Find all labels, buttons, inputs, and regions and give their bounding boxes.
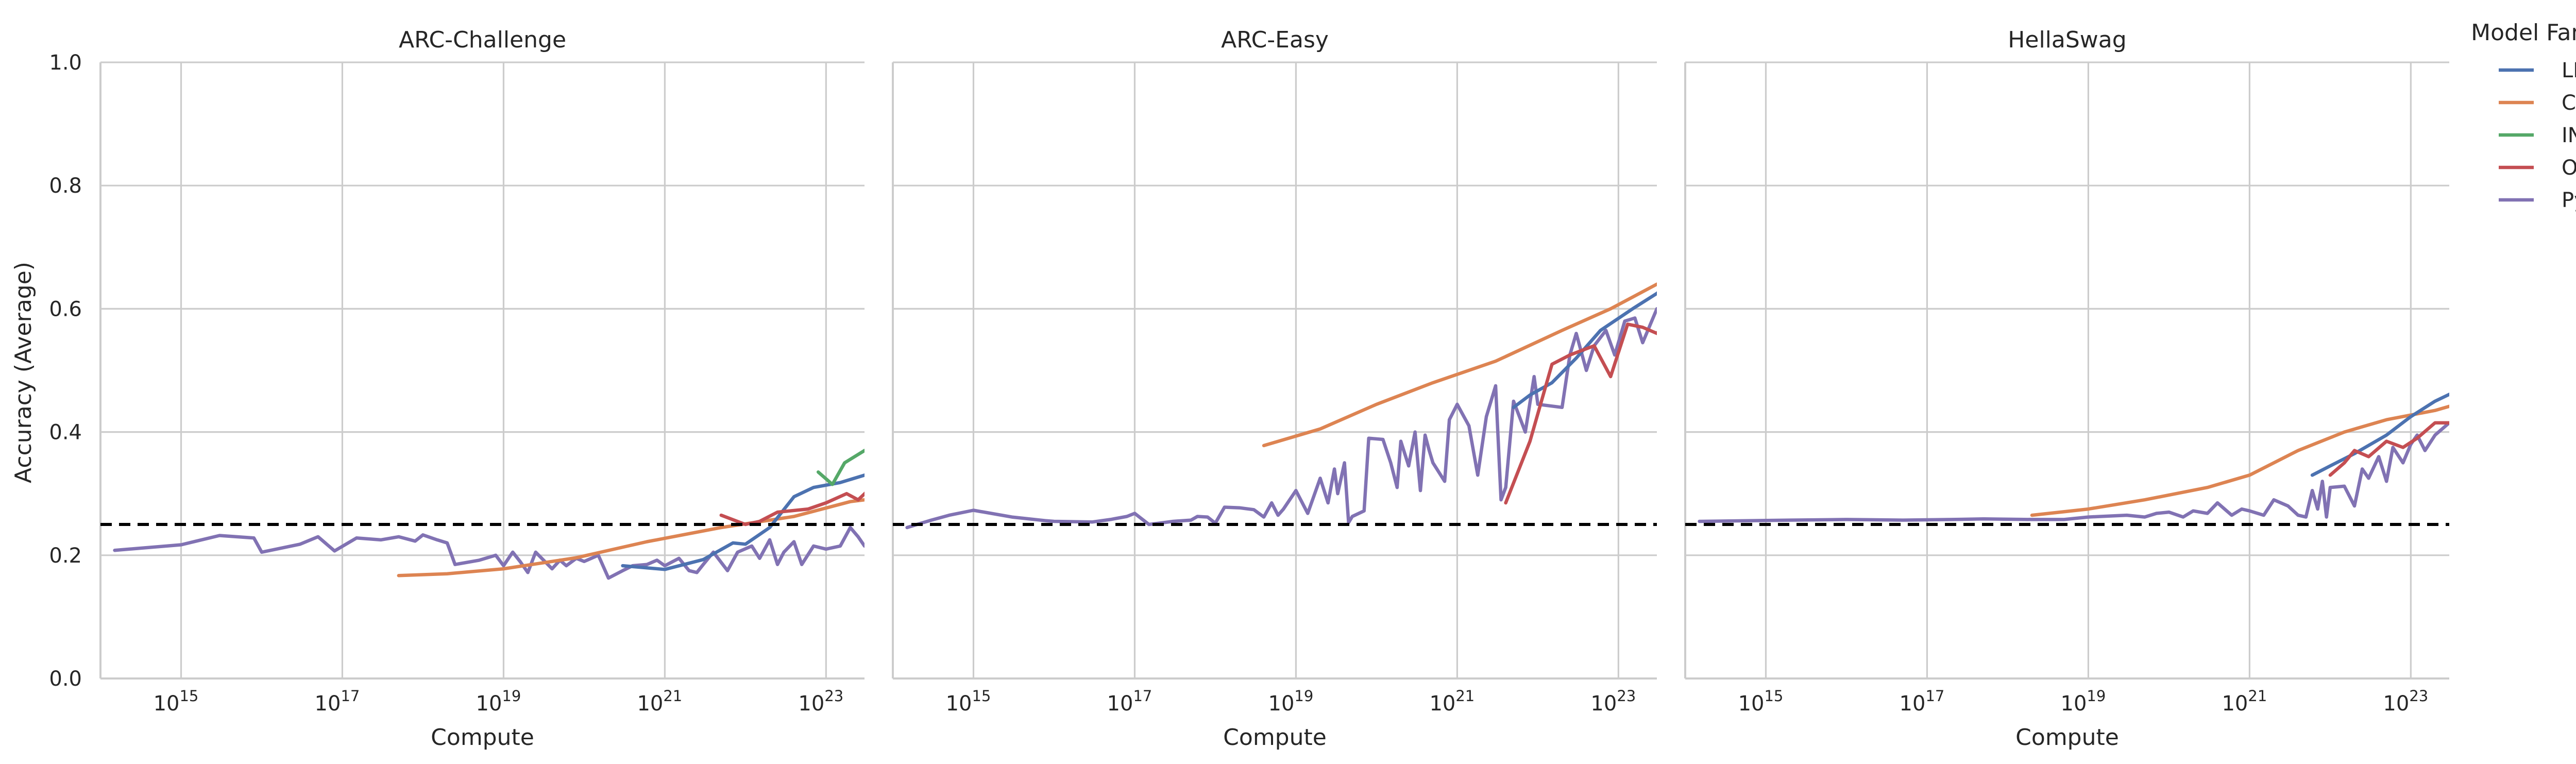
series-line-olmo <box>719 491 865 527</box>
panel-hellaswag: 1015 1017 1019 1021 1023 HellaSwag Compute <box>1684 27 2572 751</box>
panel-arc-challenge: 0.0 0.2 0.4 0.6 0.8 1.0 1015 1017 1019 1021 1023 AR… <box>49 27 865 751</box>
x-tick-label: 1021 <box>1429 687 1475 716</box>
x-axis-title: Compute <box>1223 724 1327 751</box>
series-line-cerebras <box>397 498 865 578</box>
y-tick-label: 0.4 <box>49 421 82 445</box>
panel-title: ARC-Easy <box>1221 27 1329 53</box>
y-tick-label: 0.0 <box>49 667 82 691</box>
x-axis-title: Compute <box>431 724 534 751</box>
legend-item-pythia: Pythia <box>2499 189 2576 212</box>
legend-item-llm360: LLM360 <box>2499 59 2576 82</box>
series-group <box>113 449 865 580</box>
legend-items: LLM360 Cerebras INCITE OLMo Pythia <box>2499 59 2576 212</box>
legend-label: LLM360 <box>2562 59 2576 82</box>
x-tick-label: 1023 <box>1590 687 1636 716</box>
x-axis-title: Compute <box>2015 724 2119 751</box>
x-tick-label: 1023 <box>2383 687 2428 716</box>
series-line-pythia <box>905 307 1657 530</box>
legend-label: Cerebras <box>2562 91 2576 115</box>
legend-item-cerebras: Cerebras <box>2499 91 2576 115</box>
x-tick-label: 1017 <box>1900 687 1945 716</box>
y-tick-label: 0.8 <box>49 174 82 198</box>
legend-label: OLMo <box>2562 156 2576 180</box>
x-tick-label: 1021 <box>637 687 682 716</box>
series-line-llm360 <box>1512 291 1657 410</box>
legend: Model Family LLM360 Cerebras INCITE OLMo Pyt… <box>2471 20 2576 212</box>
legend-label: INCITE <box>2562 124 2576 147</box>
x-tick-label: 1015 <box>946 687 991 716</box>
series-group <box>905 232 1761 530</box>
legend-label: Pythia <box>2562 189 2576 212</box>
y-tick-label: 0.2 <box>49 544 82 568</box>
x-tick-label: 1015 <box>154 687 199 716</box>
x-tick-label: 1019 <box>476 687 521 716</box>
series-group <box>1698 346 2572 523</box>
series-line-cerebras <box>1262 282 1657 448</box>
x-tick-label: 1019 <box>1268 687 1314 716</box>
y-tick-label: 0.6 <box>49 297 82 321</box>
panel-title: HellaSwag <box>2008 27 2126 53</box>
legend-item-olmo: OLMo <box>2499 156 2576 180</box>
series-line-incite <box>1705 232 1761 263</box>
series-line-cerebras <box>2030 404 2449 517</box>
y-tick-label: 1.0 <box>49 51 82 75</box>
series-line-llm360 <box>621 473 865 571</box>
panels: 0.0 0.2 0.4 0.6 0.8 1.0 1015 1017 1019 1021 1023 AR… <box>49 27 2572 751</box>
x-tick-label: 1017 <box>1107 687 1153 716</box>
y-axis-title: Accuracy (Average) <box>10 262 37 483</box>
series-line-incite <box>2530 346 2572 364</box>
x-tick-label: 1021 <box>2222 687 2267 716</box>
series-line-llm360 <box>2310 392 2449 477</box>
legend-item-incite: INCITE <box>2499 124 2576 147</box>
series-line-olmo <box>2328 421 2449 477</box>
x-tick-label: 1023 <box>798 687 843 716</box>
x-tick-label: 1015 <box>1738 687 1784 716</box>
x-tick-label: 1019 <box>2061 687 2106 716</box>
panel-arc-easy: 1015 1017 1019 1021 1023 ARC-Easy Compute <box>892 27 1761 751</box>
x-tick-label: 1017 <box>315 687 360 716</box>
series-line-pythia <box>1698 421 2449 523</box>
legend-title: Model Family <box>2471 20 2576 46</box>
series-line-incite <box>816 449 865 486</box>
series-line-olmo <box>1504 322 1657 505</box>
panel-title: ARC-Challenge <box>399 27 566 53</box>
